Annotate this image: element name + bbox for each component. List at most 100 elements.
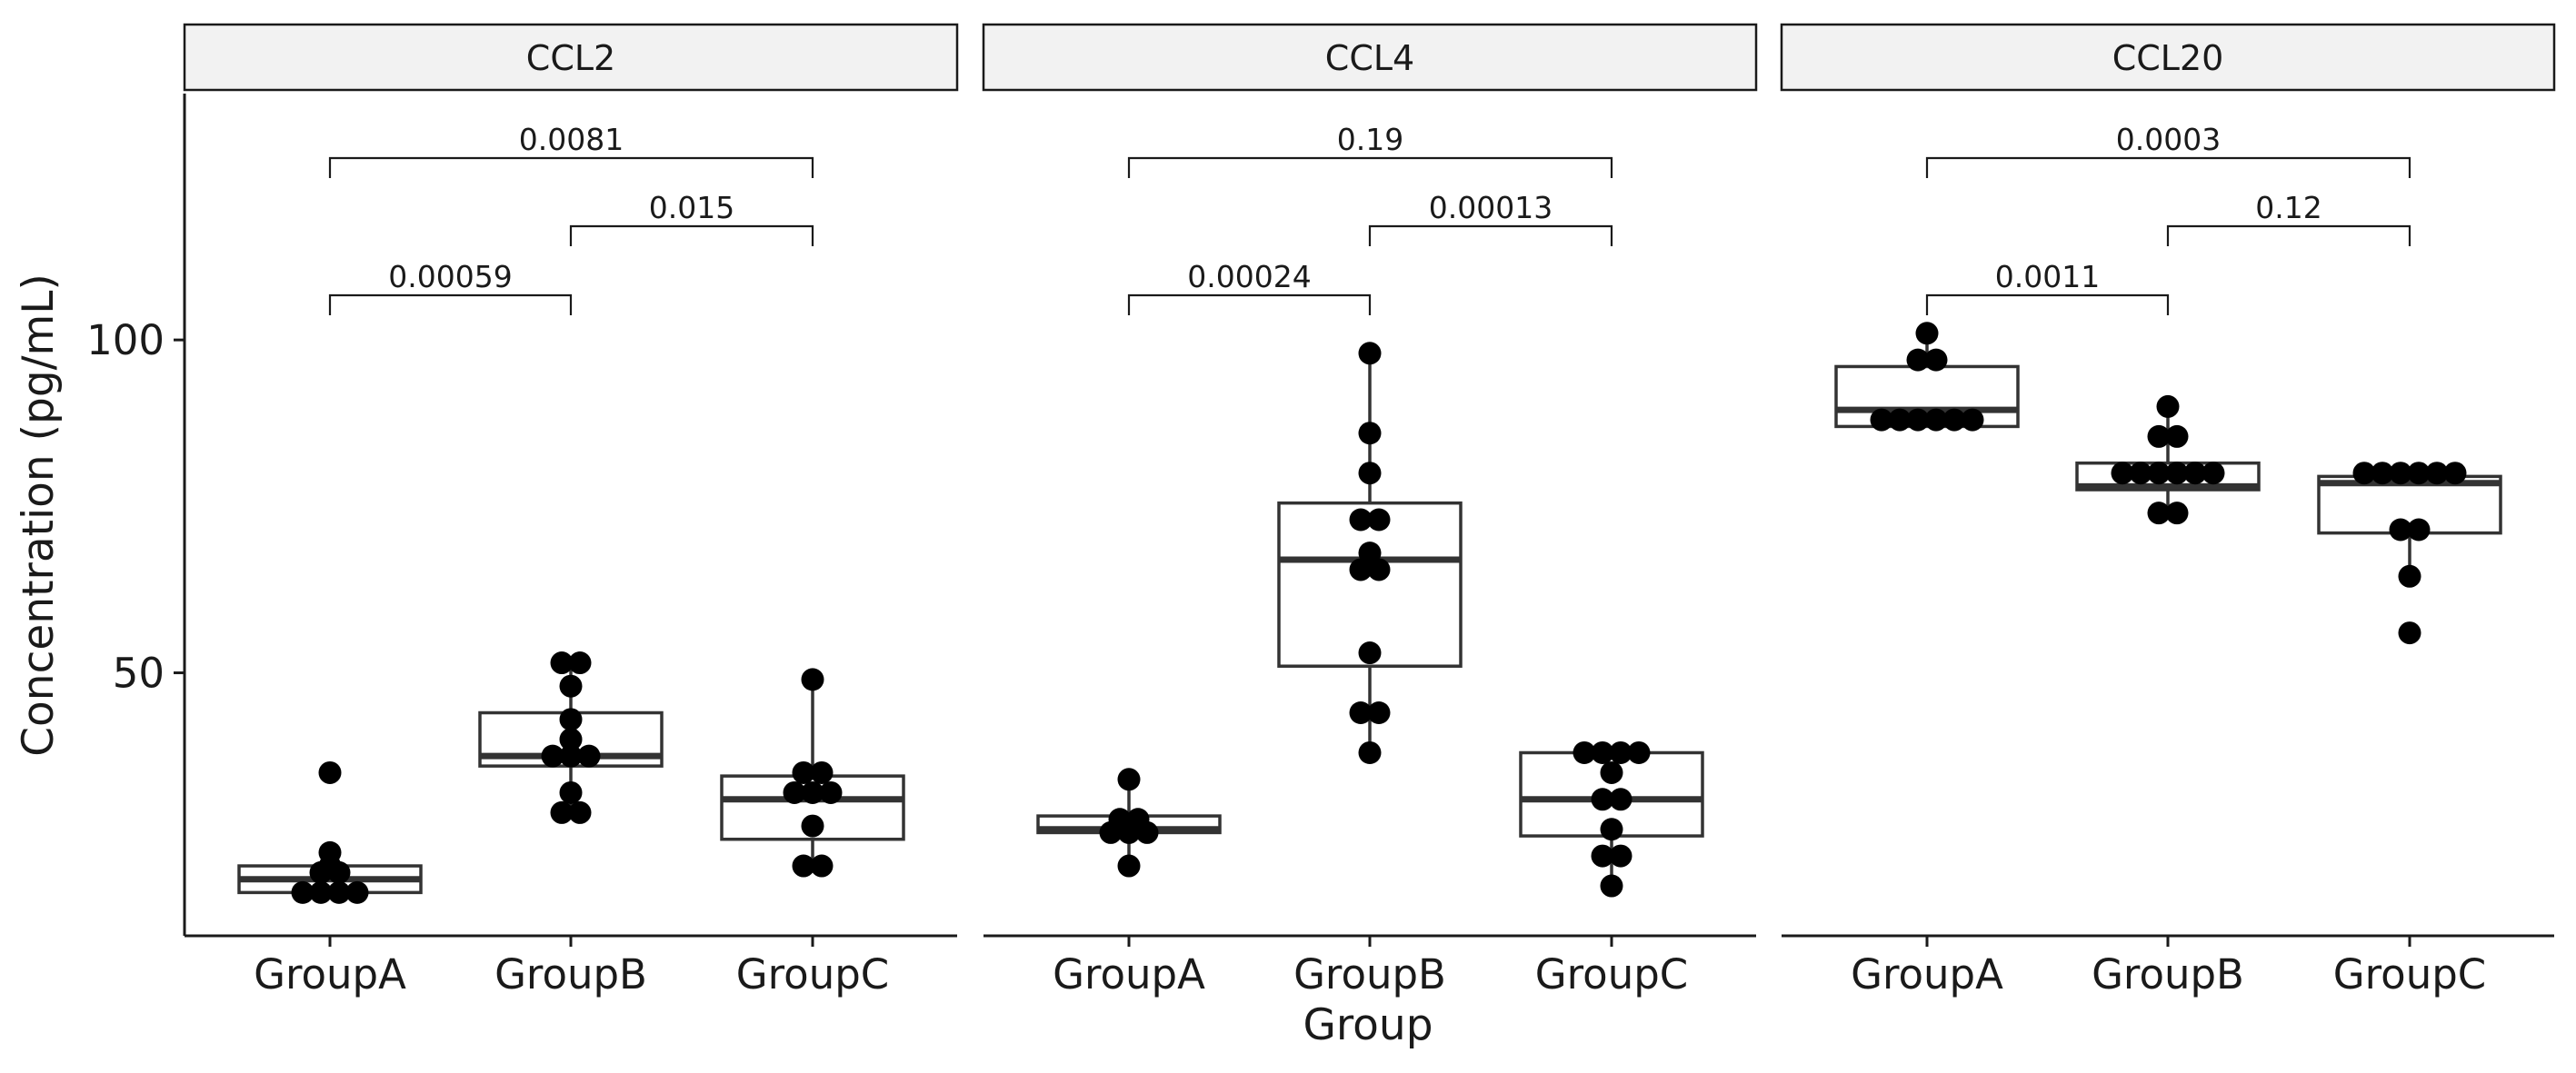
data-point [2389,518,2412,541]
data-point [2389,462,2412,485]
x-tick-label: GroupB [494,950,647,998]
data-point [2165,502,2189,525]
data-point [318,760,342,784]
data-point [792,854,815,878]
data-point [801,814,824,838]
data-point [568,800,592,824]
comparison-p-value: 0.00013 [1429,190,1553,225]
comparison-bracket [1127,156,1613,178]
data-point [1358,641,1382,665]
data-point [1906,408,1930,432]
comparison-bracket [1368,224,1613,246]
data-point [801,668,824,691]
data-point [810,854,834,878]
data-point [309,860,333,884]
data-point [1600,818,1623,841]
data-point [1117,854,1141,878]
data-point [550,800,574,824]
data-point [1609,740,1632,764]
x-tick-label: GroupC [2333,950,2486,998]
comparison-bracket [2166,224,2411,246]
data-point [819,780,843,804]
data-point [327,860,351,884]
data-point [2407,462,2431,485]
data-point [2156,394,2180,418]
facet-strip [183,23,959,92]
x-tick-label: GroupA [1851,950,2003,998]
data-point [2147,424,2171,448]
data-point [327,880,351,904]
facet-strip [1780,23,2556,92]
data-point [1367,701,1391,725]
data-point [550,651,574,675]
y-axis-title: Concentration (pg/mL) [14,273,64,757]
x-tick-label: GroupA [254,950,406,998]
data-point [2165,462,2189,485]
data-point [1135,820,1159,844]
comparison-p-value: 0.0003 [2116,122,2221,157]
data-point [559,744,583,768]
data-point [1591,844,1614,868]
x-tick-label: GroupC [1535,950,1688,998]
data-point [345,880,369,904]
data-point [1609,844,1632,868]
data-point [2371,462,2394,485]
data-point [1349,508,1373,532]
comparison-bracket [1925,156,2411,178]
comparison-bracket [328,156,814,178]
x-tick-label: GroupC [736,950,889,998]
y-tick-label: 50 [113,650,165,698]
data-point [783,780,806,804]
data-point [2165,424,2189,448]
data-point [2443,462,2467,485]
data-point [1591,788,1614,811]
data-point [1906,348,1930,372]
data-point [1358,342,1382,365]
facet-strip-label: CCL4 [1325,38,1414,78]
comparison-p-value: 0.19 [1337,122,1403,157]
data-point [291,880,315,904]
comparison-p-value: 0.00024 [1187,259,1311,294]
data-point [1117,768,1141,791]
data-point [1117,820,1141,844]
data-point [1573,740,1596,764]
data-point [559,674,583,698]
data-point [2398,621,2421,645]
comparison-bracket [569,224,814,246]
data-point [1349,558,1373,581]
data-point [2425,462,2449,485]
data-point [1924,348,1948,372]
data-point [1367,558,1391,581]
data-point [1600,760,1623,784]
x-tick-label: GroupB [2092,950,2244,998]
data-point [2352,462,2376,485]
data-point [810,760,834,784]
facet-strip-label: CCL2 [526,38,615,78]
comparison-p-value: 0.00059 [388,259,512,294]
data-point [1367,508,1391,532]
data-point [1358,462,1382,485]
data-point [2111,462,2134,485]
data-point [2147,462,2171,485]
x-tick-label: GroupB [1293,950,1446,998]
comparison-p-value: 0.0081 [519,122,624,157]
box-body [1277,501,1463,668]
y-tick-label: 100 [86,316,165,364]
data-point [1961,408,1984,432]
data-point [1924,408,1948,432]
data-point [2407,518,2431,541]
data-point [568,651,592,675]
comparison-bracket [1127,293,1372,315]
comparison-p-value: 0.0011 [1995,259,2100,294]
data-point [2398,564,2421,588]
data-point [1358,541,1382,565]
comparison-p-value: 0.12 [2255,190,2321,225]
data-point [2129,462,2152,485]
data-point [2147,502,2171,525]
data-point [559,728,583,751]
data-point [801,780,824,804]
comparison-bracket [328,293,573,315]
data-point [1942,408,1966,432]
data-point [1591,740,1614,764]
